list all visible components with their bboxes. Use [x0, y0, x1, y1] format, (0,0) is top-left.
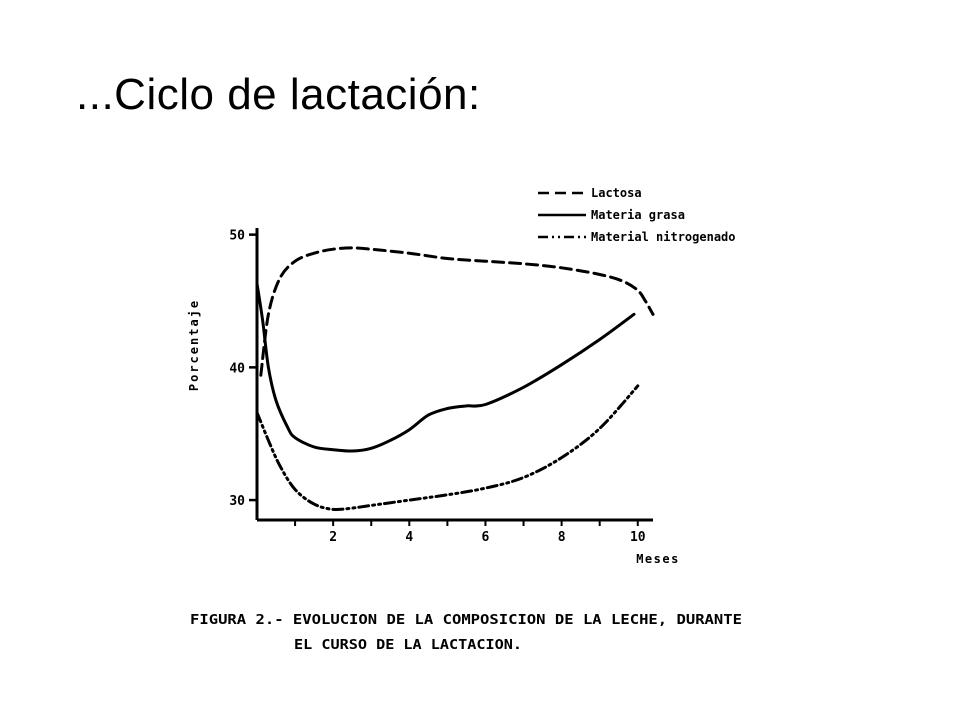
x-tick-label: 4 [405, 530, 413, 545]
y-tick-label: 40 [229, 361, 245, 376]
series-line-materia-grasa [255, 282, 636, 453]
legend-label: Materia grasa [591, 208, 685, 222]
figure-caption-line-2: EL CURSO DE LA LACTACION. [294, 637, 522, 653]
legend-label: Material nitrogenado [591, 230, 736, 244]
y-ticks: 30 40 50 [229, 229, 257, 509]
axes [255, 228, 653, 522]
data-series [255, 246, 655, 512]
x-ticks: 2 4 6 8 10 [294, 520, 646, 545]
figure-caption-line-1: FIGURA 2.- EVOLUCION DE LA COMPOSICION D… [190, 612, 742, 628]
legend: Lactosa Materia grasa Material nitrogenado [538, 186, 736, 244]
x-tick-label: 2 [329, 530, 337, 545]
y-tick-label: 50 [229, 229, 245, 244]
slide-title: ...Ciclo de lactación: [76, 70, 481, 119]
x-tick-label: 6 [482, 530, 490, 545]
y-tick-label: 30 [229, 494, 245, 509]
x-axis-title: Meses [636, 552, 680, 566]
series-line-lactosa [259, 246, 655, 377]
legend-label: Lactosa [591, 186, 642, 200]
x-tick-label: 10 [630, 530, 646, 545]
series-line-material-nitrogenado [255, 384, 640, 512]
x-tick-label: 8 [558, 530, 566, 545]
y-axis-title: Porcentaje [187, 299, 201, 391]
